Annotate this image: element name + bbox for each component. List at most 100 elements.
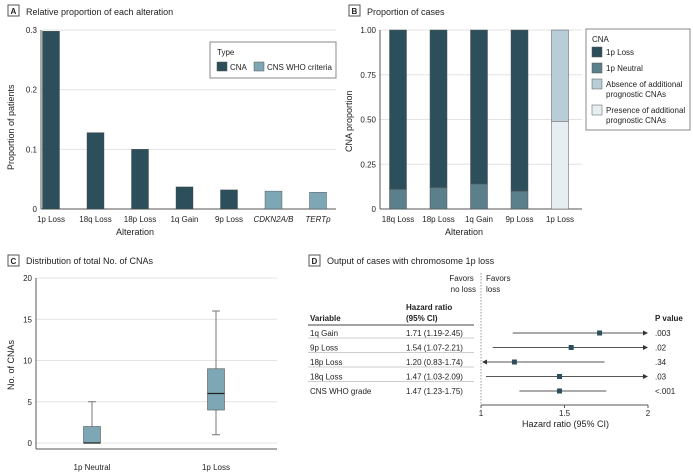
y-tick-label: 0.25 xyxy=(360,160,376,169)
bar-9p-loss xyxy=(220,189,238,210)
y-tick-label: 0.50 xyxy=(360,116,376,125)
favors-loss: Favors loss xyxy=(486,274,513,294)
x-tick-label: 18q Loss xyxy=(382,215,414,224)
panel-b-title: Proportion of cases xyxy=(367,7,445,17)
y-tick-label: 0.3 xyxy=(26,26,38,35)
bar-segment-1p-loss xyxy=(510,29,529,192)
y-tick-label: 5 xyxy=(28,398,33,407)
x-tick-label: 1p Loss xyxy=(202,463,230,472)
bar-segment-1p-neutral xyxy=(429,187,448,210)
x-tick-label: 1p Neutral xyxy=(74,463,111,472)
x-tick-label: 2 xyxy=(646,409,651,418)
x-tick-label: 18q Loss xyxy=(79,215,111,224)
forest-header: Favors no loss Favors loss Variable Haza… xyxy=(310,273,683,405)
panel-b-ylabel: CNA proportion xyxy=(344,90,354,152)
panel-c-header: C Distribution of total No. of CNAs xyxy=(7,254,154,267)
p-value: .03 xyxy=(655,373,667,382)
panel-a-legend: Type CNA CNS WHO criteria xyxy=(209,41,337,79)
arrow-right-icon xyxy=(643,330,648,336)
panel-d-header: D Output of cases with chromosome 1p los… xyxy=(308,254,495,267)
panel-b-header: B Proportion of cases xyxy=(348,4,445,17)
bar-segment-absence-of-additional-prognostic-cnas xyxy=(551,29,569,122)
panel-a-title: Relative proportion of each alteration xyxy=(26,7,173,17)
hr-value: 1.47 (1.03-2.09) xyxy=(406,373,463,382)
p-value: .34 xyxy=(655,358,667,367)
variable-label: 18q Loss xyxy=(310,373,342,382)
y-tick-label: 1.00 xyxy=(360,26,376,35)
legend-item-cna: CNA xyxy=(230,63,248,72)
p-value: <.001 xyxy=(655,387,676,396)
svg-text:A: A xyxy=(11,7,17,16)
y-tick-label: 0 xyxy=(33,205,38,214)
x-tick-label: 9p Loss xyxy=(505,215,533,224)
x-tick-label: 1 xyxy=(479,409,484,418)
bar-18p-loss xyxy=(131,149,149,210)
variable-label: 1q Gain xyxy=(310,329,338,338)
panel-b-xlabel: Alteration xyxy=(445,227,483,237)
panel-c-title: Distribution of total No. of CNAs xyxy=(26,256,154,266)
y-tick-label: 0.2 xyxy=(26,86,38,95)
col-variable: Variable xyxy=(310,314,341,323)
legend-title: Type xyxy=(217,48,235,57)
x-tick-label: 9p Loss xyxy=(215,215,243,224)
box xyxy=(207,368,225,411)
panel-a-ylabel: Proportion of patients xyxy=(6,84,16,170)
arrow-right-icon xyxy=(643,374,648,379)
variable-label: 9p Loss xyxy=(310,344,338,353)
bar-segment-1p-loss xyxy=(389,29,407,190)
hr-marker xyxy=(568,345,574,350)
panel-a-header: A Relative proportion of each alteration xyxy=(7,4,173,17)
hr-marker xyxy=(556,388,562,394)
legend-item-1p-loss: 1p Loss xyxy=(606,48,634,57)
panel-d-xlabel: Hazard ratio (95% CI) xyxy=(522,419,609,429)
x-tick-label: 1p Loss xyxy=(546,215,574,224)
col-hr: Hazard ratio (95% CI) xyxy=(406,303,454,323)
x-tick-label: 1q Gain xyxy=(170,215,198,224)
hr-value: 1.71 (1.19-2.45) xyxy=(406,329,463,338)
y-tick-label: 0 xyxy=(372,205,377,214)
arrow-left-icon xyxy=(482,359,487,365)
x-tick-label: 1q Gain xyxy=(465,215,493,224)
col-p: P value xyxy=(655,314,683,323)
variable-label: CNS WHO grade xyxy=(310,387,372,396)
bar-segment-1p-neutral xyxy=(470,183,488,210)
panel-b-legend: CNA 1p Loss 1p Neutral Absence of additi… xyxy=(585,28,691,131)
x-tick-label: 18p Loss xyxy=(124,215,156,224)
p-value: .02 xyxy=(655,344,667,353)
legend-item-who: CNS WHO criteria xyxy=(267,63,332,72)
y-tick-label: 20 xyxy=(23,274,32,283)
hr-value: 1.54 (1.07-2.21) xyxy=(406,344,463,353)
bar-segment-1p-neutral xyxy=(510,190,529,210)
legend-item-presence: Presence of additional prognostic CNAs xyxy=(606,106,687,125)
bar-1q-gain xyxy=(175,186,194,210)
svg-text:D: D xyxy=(312,257,318,266)
x-tick-label: CDKN2A/B xyxy=(253,215,294,224)
legend-title: CNA xyxy=(592,35,610,44)
panel-d-title: Output of cases with chromosome 1p loss xyxy=(327,256,495,266)
bar-tertp xyxy=(309,192,327,210)
hr-marker xyxy=(556,374,562,379)
y-tick-label: 0 xyxy=(28,439,33,448)
favors-no-loss: Favors no loss xyxy=(449,274,476,294)
legend-item-1p-neutral: 1p Neutral xyxy=(606,64,643,73)
y-tick-label: 10 xyxy=(23,357,32,366)
bar-1p-loss xyxy=(42,30,60,210)
panel-c-ylabel: No. of CNAs xyxy=(6,339,16,390)
svg-text:C: C xyxy=(11,257,17,266)
bar-segment-presence-of-additional-prognostic-cnas xyxy=(551,121,569,210)
hr-marker xyxy=(511,359,517,365)
p-value: .003 xyxy=(655,329,671,338)
svg-text:B: B xyxy=(352,7,358,16)
x-tick-label: 1p Loss xyxy=(37,215,65,224)
hr-value: 1.47 (1.23-1.75) xyxy=(406,387,463,396)
panel-a-xlabel: Alteration xyxy=(116,227,154,237)
bar-segment-1p-loss xyxy=(429,29,448,188)
hr-value: 1.20 (0.83-1.74) xyxy=(406,358,463,367)
x-tick-label: TERTp xyxy=(305,215,331,224)
hr-marker xyxy=(597,330,603,336)
y-tick-label: 15 xyxy=(23,315,32,324)
x-tick-label: 1.5 xyxy=(559,409,571,418)
x-tick-label: 18p Loss xyxy=(422,215,454,224)
